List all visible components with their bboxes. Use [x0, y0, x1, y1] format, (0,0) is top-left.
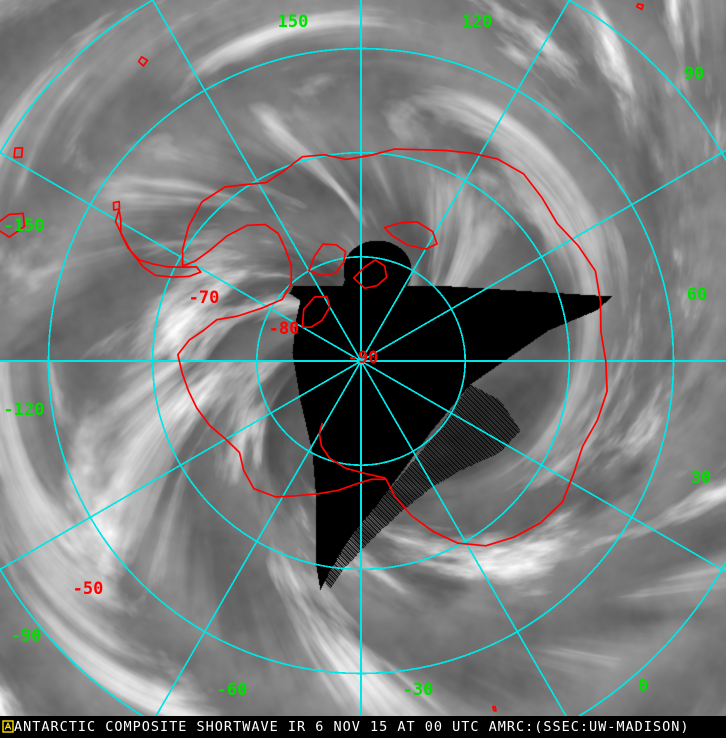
caption-text: ANTARCTIC COMPOSITE SHORTWAVE IR 6 NOV 1… [14, 719, 690, 735]
ir-brightness-canvas [0, 0, 726, 716]
amrc-logo-icon [2, 720, 14, 733]
satellite-raster-image: 150 120 90 60 30 0 -30 -60 -90 -120 -150 -50 -70 -80… [0, 0, 726, 716]
caption-bar: ANTARCTIC COMPOSITE SHORTWAVE IR 6 NOV 1… [0, 716, 726, 738]
